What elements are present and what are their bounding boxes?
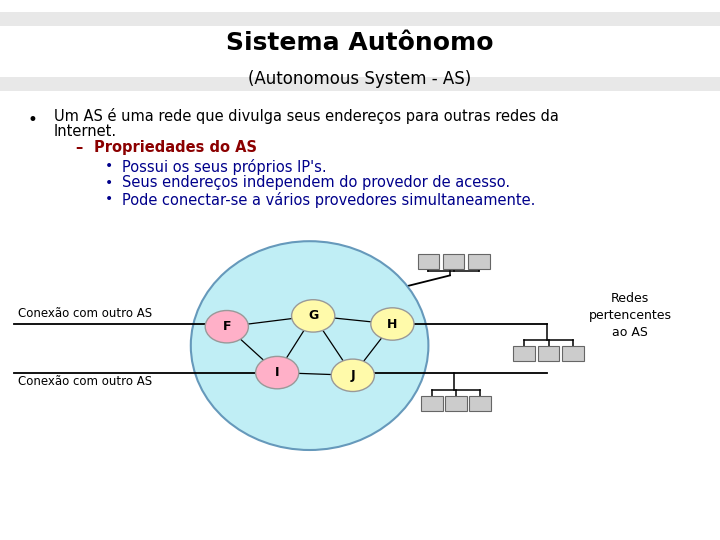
Text: Um AS é uma rede que divulga seus endereços para outras redes da: Um AS é uma rede que divulga seus endere… xyxy=(54,108,559,124)
Bar xyxy=(538,346,559,361)
Text: J: J xyxy=(351,369,355,382)
Text: F: F xyxy=(222,320,231,333)
Circle shape xyxy=(371,308,414,340)
Bar xyxy=(0,77,720,91)
Text: Pode conectar-se a vários provedores simultaneamente.: Pode conectar-se a vários provedores sim… xyxy=(122,192,536,208)
Text: •: • xyxy=(27,111,37,129)
Text: Possui os seus próprios IP's.: Possui os seus próprios IP's. xyxy=(122,159,327,176)
Bar xyxy=(513,346,535,361)
Bar xyxy=(443,254,464,269)
Circle shape xyxy=(205,310,248,343)
Bar xyxy=(0,12,720,26)
Text: Conexão com outro AS: Conexão com outro AS xyxy=(18,307,152,320)
Text: •: • xyxy=(104,159,112,173)
Text: Propriedades do AS: Propriedades do AS xyxy=(94,140,256,156)
Text: H: H xyxy=(387,318,397,330)
Bar xyxy=(469,396,491,411)
Text: Conexão com outro AS: Conexão com outro AS xyxy=(18,375,152,388)
Text: Internet.: Internet. xyxy=(54,124,117,139)
Bar xyxy=(445,396,467,411)
Text: I: I xyxy=(275,366,279,379)
Text: –: – xyxy=(76,140,83,156)
Text: Um AS é uma rede que divulga seus endereços para outras redes da Internet.: Um AS é uma rede que divulga seus endere… xyxy=(0,539,1,540)
Bar xyxy=(421,396,443,411)
Text: •: • xyxy=(104,192,112,206)
Bar xyxy=(562,346,584,361)
Text: Redes
pertencentes
ao AS: Redes pertencentes ao AS xyxy=(588,292,672,340)
Text: G: G xyxy=(308,309,318,322)
Bar xyxy=(418,254,439,269)
Text: Sistema Autônomo: Sistema Autônomo xyxy=(226,31,494,55)
Text: Seus endereços independem do provedor de acesso.: Seus endereços independem do provedor de… xyxy=(122,176,510,191)
Circle shape xyxy=(292,300,335,332)
Ellipse shape xyxy=(191,241,428,450)
Text: (Autonomous System - AS): (Autonomous System - AS) xyxy=(248,70,472,89)
Circle shape xyxy=(331,359,374,392)
Bar xyxy=(468,254,490,269)
Circle shape xyxy=(256,356,299,389)
Text: •: • xyxy=(104,176,112,190)
